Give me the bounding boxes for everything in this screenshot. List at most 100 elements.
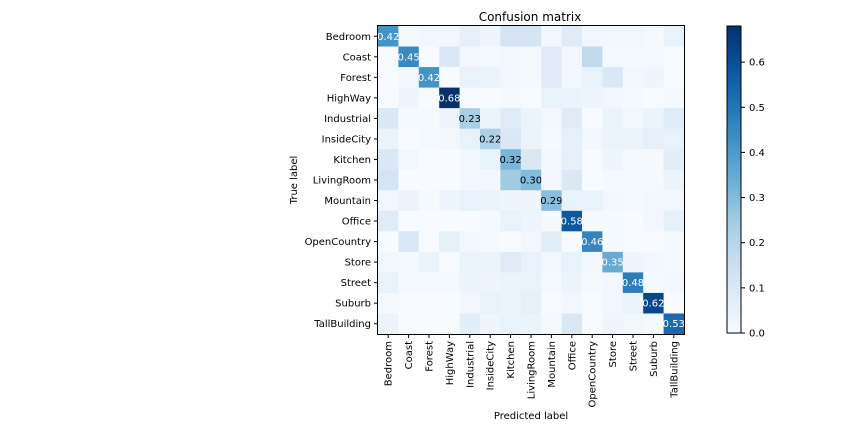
heatmap-cell [500, 169, 522, 191]
heatmap-cell [582, 292, 603, 314]
heatmap-cell [459, 67, 481, 88]
heatmap-cell [480, 26, 501, 47]
heatmap-cell [582, 169, 603, 191]
heatmap-cell [459, 128, 481, 150]
heatmap-cell [459, 108, 481, 130]
x-tick-label: Office [567, 341, 578, 370]
x-tick-label: Coast [404, 341, 415, 369]
heatmap-cell [480, 149, 501, 171]
heatmap-cell [459, 251, 481, 273]
cell-value-label: 0.30 [520, 176, 542, 187]
heatmap-cell [541, 149, 562, 171]
heatmap-cell [439, 251, 460, 273]
heatmap-cell [622, 149, 644, 171]
heatmap-cell [561, 313, 583, 335]
heatmap-cell [500, 87, 522, 109]
heatmap-cell [459, 149, 481, 171]
heatmap-cell [643, 128, 664, 150]
heatmap-cell [582, 231, 603, 253]
heatmap-cell [541, 67, 562, 88]
heatmap-cell [582, 272, 603, 294]
heatmap-cell [561, 272, 583, 294]
heatmap-cell [398, 108, 420, 130]
heatmap-cell [582, 251, 603, 273]
y-axis-label: True label [289, 156, 300, 206]
heatmap-cell [480, 313, 501, 335]
heatmap-cell [663, 251, 685, 273]
heatmap-cell [500, 190, 522, 212]
heatmap-cell [459, 190, 481, 212]
heatmap-cell [418, 108, 440, 130]
heatmap-cell [643, 87, 664, 109]
colorbar [726, 25, 742, 334]
heatmap-cell [480, 169, 501, 191]
heatmap-cell [663, 108, 685, 130]
cell-value-label: 0.23 [459, 114, 481, 125]
heatmap-cell [459, 87, 481, 109]
heatmap-cell [663, 149, 685, 171]
heatmap-cell [520, 128, 542, 150]
heatmap-cell [480, 46, 501, 68]
x-tick-label: Suburb [649, 341, 660, 377]
x-axis-label: Predicted label [494, 411, 568, 422]
heatmap-cell [500, 149, 522, 171]
heatmap-cell [561, 190, 583, 212]
cell-value-label: 0.46 [581, 237, 603, 248]
heatmap-cell [622, 128, 644, 150]
heatmap-cell [459, 313, 481, 335]
heatmap-cell [582, 210, 603, 232]
heatmap-cell [561, 87, 583, 109]
y-tick-label: Store [345, 258, 371, 269]
heatmap-cell [582, 128, 603, 150]
heatmap-cell [602, 210, 624, 232]
heatmap-cell [602, 26, 624, 47]
heatmap-cell [378, 87, 399, 109]
x-tick-label: TallBuilding [669, 341, 680, 399]
heatmap-cell [582, 149, 603, 171]
heatmap-cell [459, 292, 481, 314]
heatmap-cell [500, 26, 522, 47]
heatmap-cell [418, 210, 440, 232]
heatmap-cell [439, 231, 460, 253]
heatmap-cell [541, 313, 562, 335]
heatmap-cell [418, 128, 440, 150]
heatmap-cell [520, 313, 542, 335]
heatmap-cell [459, 26, 481, 47]
heatmap-cell [622, 251, 644, 273]
heatmap-cell [643, 108, 664, 130]
heatmap-cell [520, 231, 542, 253]
heatmap-cell [663, 26, 685, 47]
colorbar-tick-label: 0.1 [749, 283, 765, 294]
heatmap-cell [439, 272, 460, 294]
heatmap-cell [541, 26, 562, 47]
heatmap-cell [643, 46, 664, 68]
heatmap-cell [480, 67, 501, 88]
heatmap-cell [561, 169, 583, 191]
heatmap-cell [378, 67, 399, 88]
heatmap-cell [663, 128, 685, 150]
heatmap-cell [500, 292, 522, 314]
heatmap-cell [500, 67, 522, 88]
heatmap-cell [663, 292, 685, 314]
colorbar-tick-label: 0.4 [749, 148, 765, 159]
heatmap-cell [602, 231, 624, 253]
heatmap-cell [418, 231, 440, 253]
heatmap-cell [378, 272, 399, 294]
x-tick-label: HighWay [445, 341, 456, 385]
heatmap-cell [622, 313, 644, 335]
heatmap-cell [582, 46, 603, 68]
heatmap-cell [541, 128, 562, 150]
heatmap-cell [602, 46, 624, 68]
x-tick-label: Store [608, 341, 619, 367]
y-tick-label: Bedroom [326, 32, 371, 43]
colorbar-tick-label: 0.3 [749, 193, 765, 204]
heatmap-cell [622, 169, 644, 191]
y-tick-label: LivingRoom [313, 176, 371, 187]
heatmap-cell [622, 26, 644, 47]
heatmap-cell [378, 292, 399, 314]
heatmap-cell [418, 169, 440, 191]
heatmap-cell [418, 292, 440, 314]
heatmap-cell [480, 108, 501, 130]
heatmap-cell [459, 231, 481, 253]
heatmap-cell [663, 210, 685, 232]
